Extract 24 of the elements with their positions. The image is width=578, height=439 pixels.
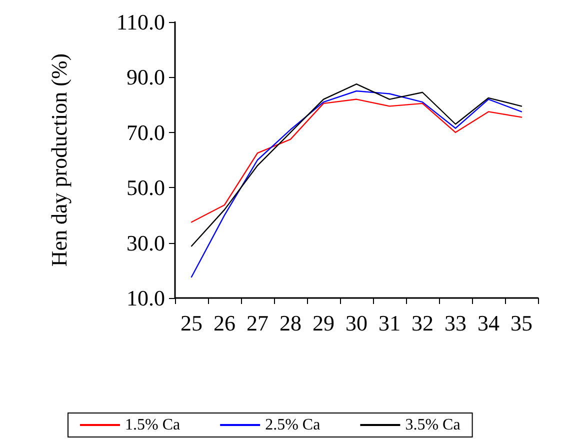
x-tick-label: 32 [412, 310, 434, 336]
x-tick-label: 33 [444, 310, 466, 336]
x-tick-label: 29 [312, 310, 334, 336]
x-tick-label: 30 [346, 310, 368, 336]
line-series [190, 90, 522, 278]
y-axis-title: Hen day production (%) [46, 53, 72, 267]
y-tick-label: 50.0 [126, 175, 165, 200]
line-series [190, 84, 522, 247]
x-tick-label: 27 [246, 310, 268, 336]
x-tick-label: 28 [280, 310, 302, 336]
x-tick-label: 35 [510, 310, 532, 336]
legend-label: 2.5% Ca [265, 416, 320, 434]
y-tick-label: 70.0 [126, 120, 165, 145]
y-tick-label: 30.0 [126, 230, 165, 256]
legend-label: 1.5% Ca [125, 416, 180, 434]
x-tick-label: 25 [180, 310, 202, 336]
x-tick-label: 26 [214, 310, 236, 336]
y-tick-label: 10.0 [126, 286, 165, 310]
line-series [190, 98, 522, 223]
legend-label: 3.5% Ca [405, 416, 460, 434]
x-tick-label: 31 [378, 310, 400, 336]
x-tick-label: 34 [478, 310, 500, 336]
y-tick-label: 110.0 [116, 10, 165, 34]
y-tick-label: 90.0 [126, 64, 165, 90]
